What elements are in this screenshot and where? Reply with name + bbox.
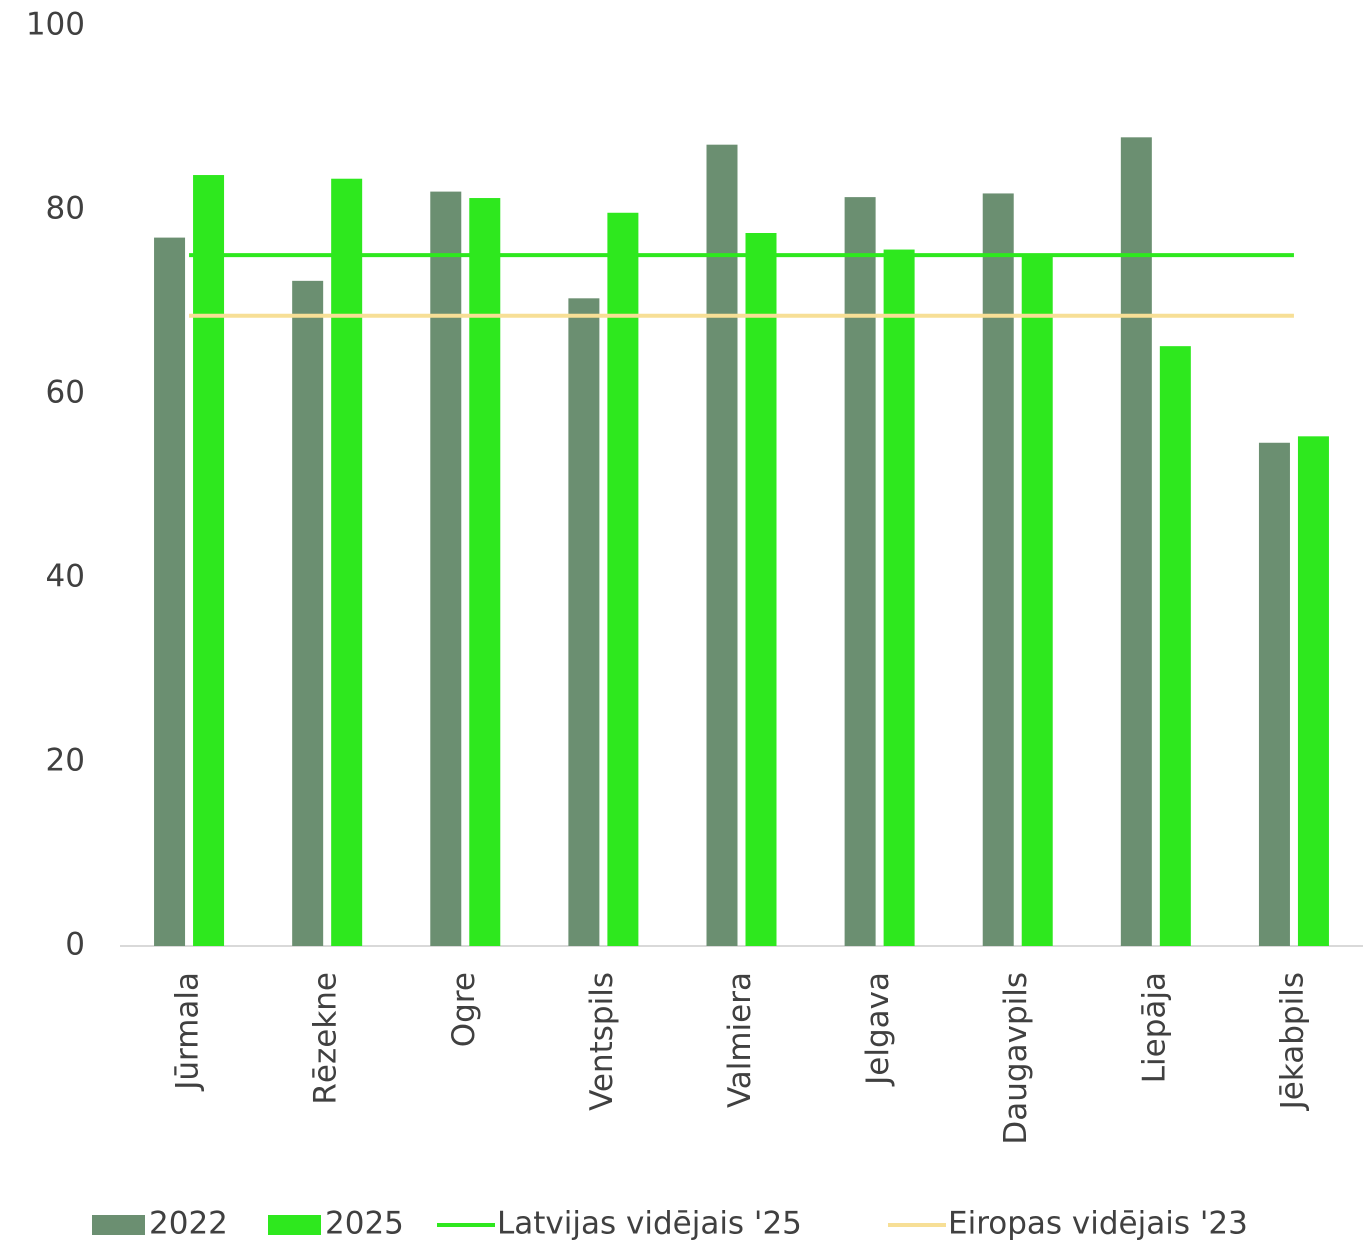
bar [607,212,639,946]
bar [706,144,738,946]
legend-label: Latvijas vidējais '25 [497,1206,802,1242]
y-tick-label: 40 [46,559,85,595]
bar [1120,137,1152,946]
bar [883,249,915,946]
bar [568,298,600,946]
x-tick-label: Jūrmala [170,972,206,1092]
bar [469,198,501,947]
x-tick-label: Ogre [446,972,482,1047]
bar [193,175,225,947]
x-tick-label: Daugavpils [998,972,1034,1145]
x-tick-label: Ventspils [584,972,620,1111]
y-tick-label: 100 [26,7,85,43]
x-tick-label: Rēzekne [308,972,344,1105]
bar [1021,255,1053,946]
bar [331,178,363,947]
legend-swatch [92,1215,145,1235]
legend-label: Eiropas vidējais '23 [948,1206,1248,1242]
legend-swatch [268,1215,321,1235]
bar [844,197,876,946]
y-tick-label: 80 [46,191,85,227]
bar [154,237,186,947]
bar [1159,346,1191,946]
x-tick-label: Liepāja [1136,972,1172,1083]
bar [745,233,777,946]
legend-label: 2025 [325,1206,404,1242]
bar [1258,442,1290,946]
bar [982,193,1014,946]
legend-label: 2022 [149,1206,228,1242]
y-tick-label: 0 [65,927,85,963]
y-tick-label: 60 [46,375,85,411]
x-tick-label: Jēkabpils [1274,972,1310,1111]
y-tick-label: 20 [46,743,85,779]
x-tick-label: Valmiera [722,972,758,1108]
x-tick-label: Jelgava [860,972,896,1087]
bar [292,280,324,947]
bar [430,191,462,947]
bar [1297,436,1329,946]
